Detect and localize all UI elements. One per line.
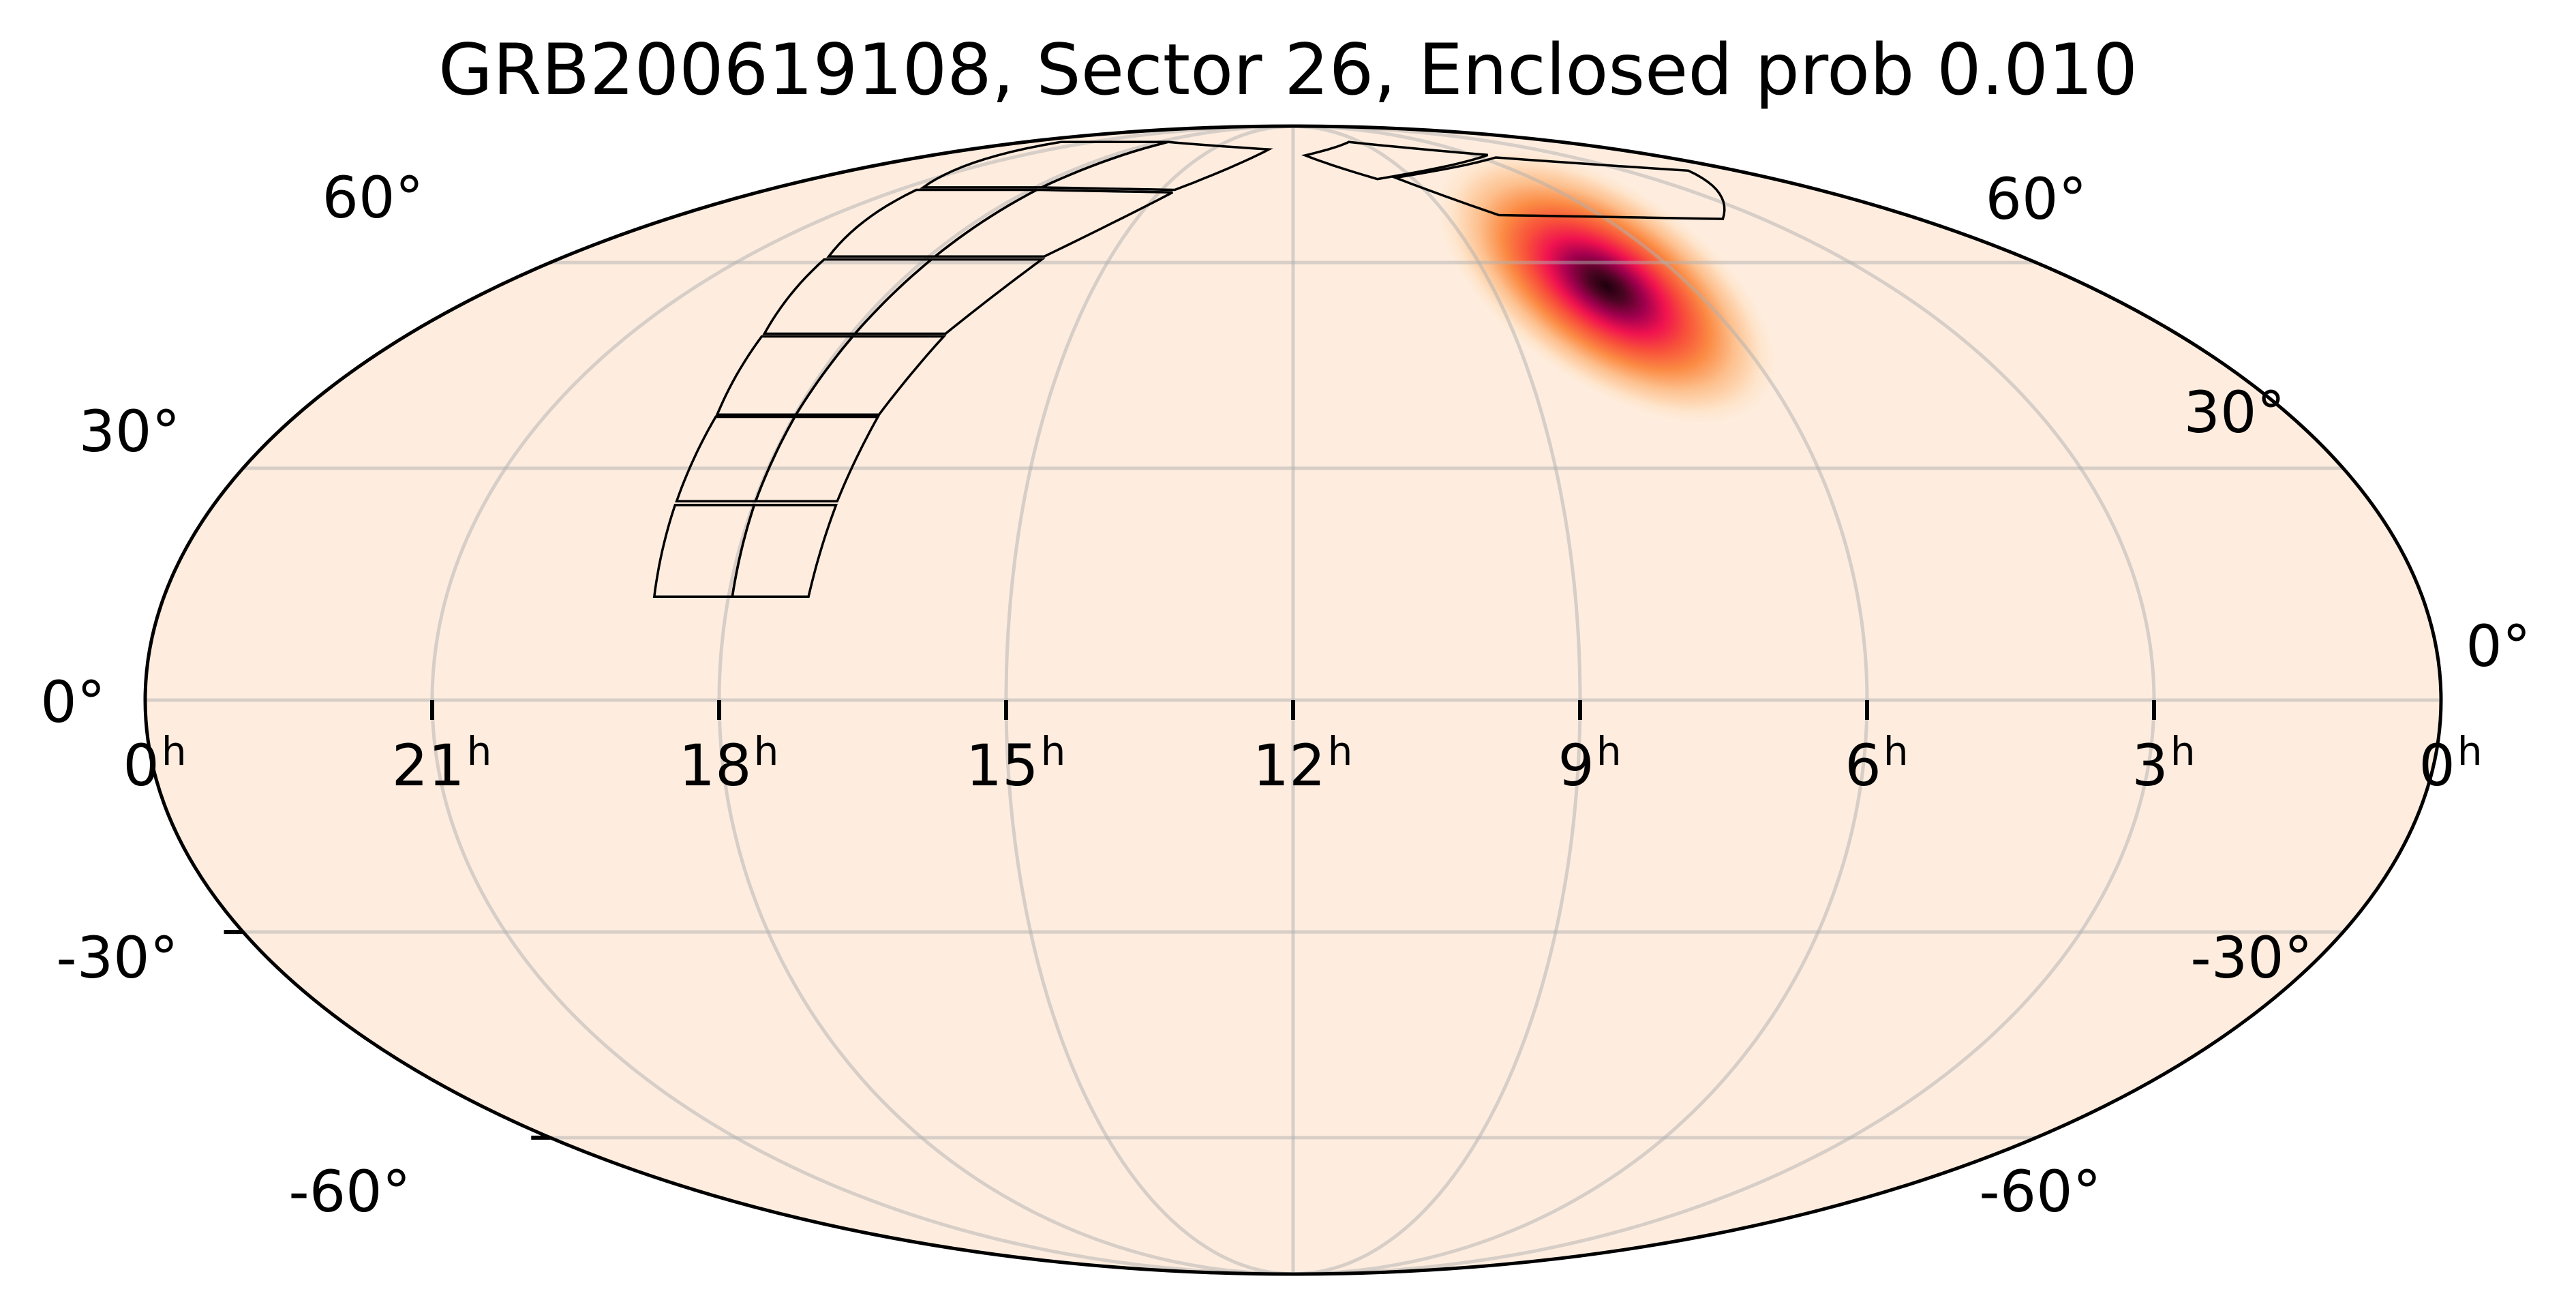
ra-tick-label-0h: 0h	[123, 728, 187, 799]
ra-tick-label-0h: 0h	[2419, 728, 2483, 799]
axis-ticks	[224, 700, 2156, 1140]
dec-tick-label-left-30: 30°	[78, 398, 181, 465]
ra-tick-label-12h: 12h	[1252, 728, 1353, 799]
ra-tick-label-18h: 18h	[678, 728, 779, 799]
camera-footprints	[652, 140, 1726, 598]
footprint-cam3-ccd-b	[931, 188, 1174, 258]
footprint-cam1-ccd-b	[731, 504, 838, 598]
dec-tick-label-left--30: -30°	[56, 924, 179, 991]
footprint-cam3-ccd-d	[1041, 140, 1273, 192]
footprint-cam4-ccd-b	[1301, 140, 1489, 181]
ra-tick-label-15h: 15h	[965, 728, 1066, 799]
dec-tick-label-left-0: 0°	[40, 669, 106, 736]
ra-tick-label-3h: 3h	[2132, 728, 2196, 799]
dec-tick-label-right-30: 30°	[2183, 379, 2286, 446]
footprint-cam4-ccd-a	[1391, 156, 1726, 220]
dec-tick-label-right-60: 60°	[1985, 166, 2087, 232]
footprint-cam1-ccd-d	[753, 415, 880, 503]
dec-tick-label-right--30: -30°	[2190, 924, 2313, 991]
dec-tick-label-right-0: 0°	[2466, 613, 2531, 680]
footprint-cam2-ccd-d	[852, 258, 1046, 335]
chart-title: GRB200619108, Sector 26, Enclosed prob 0…	[438, 29, 2138, 111]
ra-tick-label-9h: 9h	[1558, 728, 1622, 799]
localization-probability-heatmap	[1429, 142, 1785, 431]
map-outline	[143, 124, 2443, 1276]
dec-tick-label-left-60: 60°	[322, 164, 424, 231]
footprint-cam2-ccd-b	[793, 335, 947, 417]
ra-tick-label-21h: 21h	[391, 728, 492, 799]
dec-tick-label-left--60: -60°	[288, 1158, 411, 1225]
dec-tick-label-right--60: -60°	[1979, 1158, 2102, 1225]
ra-tick-label-6h: 6h	[1845, 728, 1909, 799]
probability-peak	[1429, 142, 1785, 431]
